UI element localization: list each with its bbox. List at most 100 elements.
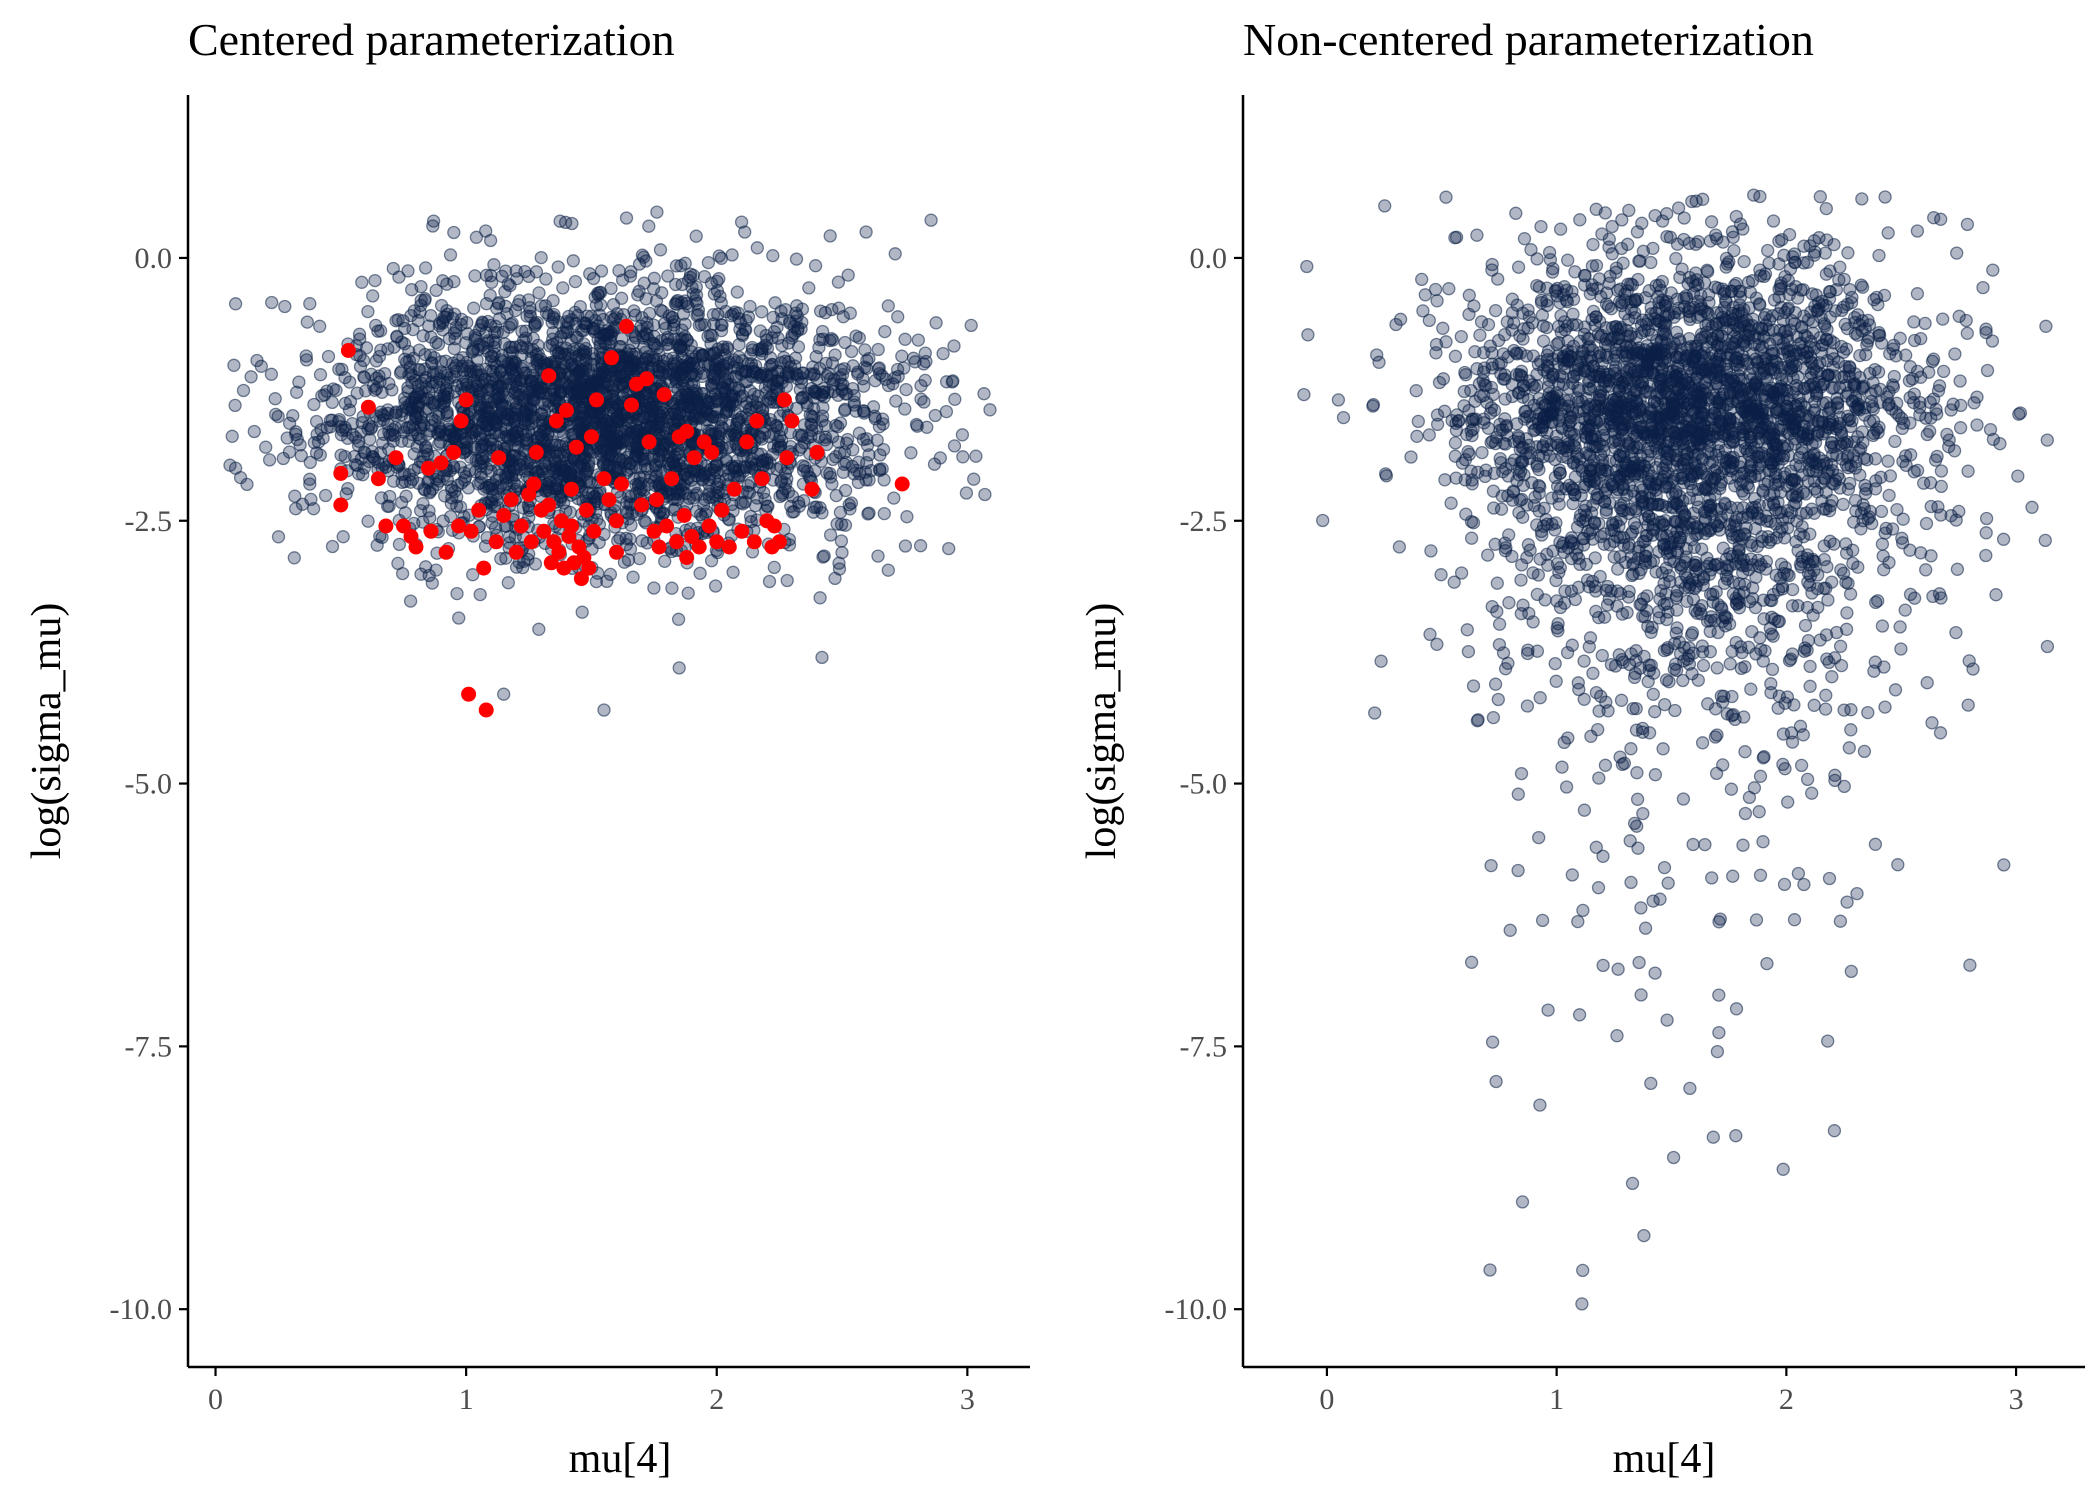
divergent-point [438,544,454,560]
scatter-point [1592,771,1606,785]
scatter-point [1738,806,1753,821]
scatter-point [679,296,694,311]
scatter-point [671,612,686,626]
scatter-point [767,560,781,575]
scatter-point [303,477,317,491]
scatter-point [1515,1195,1530,1209]
scatter-point [520,402,534,416]
divergent-point [809,444,825,460]
scatter-point [1555,760,1569,774]
scatter-point [449,320,463,334]
scatter-point [228,461,243,475]
scatter-point [244,370,258,384]
scatter-point [831,435,846,449]
scatter-point [856,372,870,386]
scatter-point [888,247,902,261]
scatter-point [918,346,932,360]
scatter-point [692,318,706,332]
scatter-point [320,421,334,435]
scatter-point [398,396,412,410]
scatter-point [719,395,733,409]
scatter-point [1486,710,1501,725]
scatter-point [561,380,576,394]
scatter-point [1410,429,1424,443]
divergent-point [634,497,650,513]
scatter-point [325,539,340,554]
scatter-point [575,605,589,619]
scatter-point [300,315,314,329]
divergent-point [446,444,462,460]
divergent-point [471,502,487,518]
scatter-point [379,460,393,474]
scatter-point [321,349,336,364]
scatter-point [1853,348,1867,363]
scatter-point [735,363,749,378]
left-y-axis-label: log(sigma_mu) [24,603,70,860]
scatter-point [775,312,789,326]
scatter-point [1989,588,2003,602]
scatter-point [795,302,810,316]
scatter-point [656,304,670,319]
divergent-point [776,392,792,408]
scatter-point [1756,835,1770,849]
scatter-point [936,346,950,361]
scatter-point [732,338,746,352]
scatter-point [586,271,601,286]
scatter-point [361,514,375,528]
scatter-point [468,269,482,283]
scatter-point [685,280,699,295]
scatter-point [876,442,891,457]
scatter-point [762,574,777,589]
divergent-point [804,481,820,497]
scatter-point [705,328,719,343]
scatter-point [1822,871,1837,886]
scatter-point [1577,654,1591,668]
scatter-point [610,439,624,454]
scatter-point [807,402,821,416]
scatter-point [624,265,638,279]
scatter-point [742,402,757,417]
scatter-point [343,375,357,389]
scatter-point [766,248,780,263]
scatter-point [1489,1074,1503,1089]
scatter-point [719,362,734,376]
divergent-point [568,439,584,455]
scatter-point [313,319,327,333]
scatter-point [754,447,768,461]
divergent-point [583,429,599,445]
scatter-point [517,366,531,380]
scatter-point [282,445,297,459]
scatter-point [370,538,384,552]
scatter-point [264,367,279,381]
scatter-point [564,333,579,347]
scatter-point [831,275,846,289]
scatter-point [403,594,418,608]
scatter-point [947,439,962,453]
scatter-point [913,539,928,553]
scatter-point [1576,1263,1590,1278]
scatter-point [1576,903,1590,918]
scatter-point [761,393,775,407]
scatter-point [654,412,668,427]
scatter-point [556,281,570,295]
scatter-point [638,327,653,341]
scatter-point [969,449,983,463]
scatter-point [706,308,721,322]
divergent-point [340,343,356,358]
scatter-point [448,484,462,499]
scatter-point [338,449,352,464]
divergent-point [766,518,782,534]
scatter-point [898,539,913,553]
left-panel: Centered parameterization 0.0-2.5-5.0-7.… [24,14,1030,1482]
scatter-point [1872,248,1886,263]
scatter-point [911,333,925,347]
scatter-point [439,366,453,380]
scatter-point [1436,321,1450,335]
scatter-point [573,456,588,470]
scatter-point [623,532,637,546]
scatter-point [1791,866,1806,881]
scatter-point [542,399,556,413]
scatter-point [366,289,380,303]
scatter-point [367,452,382,466]
scatter-point [890,362,905,377]
